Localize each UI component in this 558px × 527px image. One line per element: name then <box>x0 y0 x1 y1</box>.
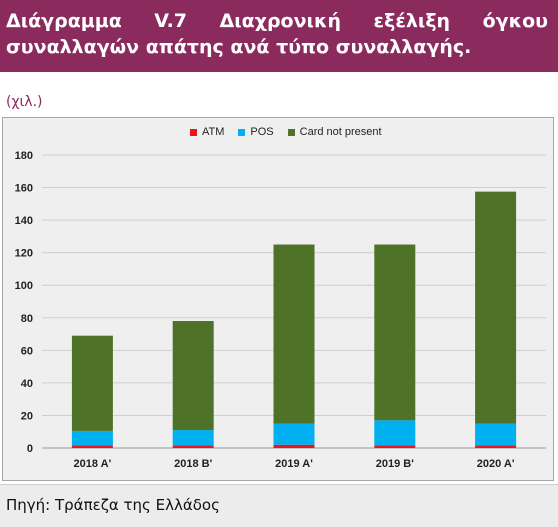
source-footer: Πηγή: Τράπεζα της Ελλάδος <box>0 484 558 527</box>
unit-label: (χιλ.) <box>6 94 43 110</box>
x-axis-ticks: 2018 Α' 2018 Β' 2019 Α' 2019 Β' 2020 Α' <box>74 458 515 470</box>
legend-swatch-pos <box>238 128 246 136</box>
bar-segment-pos <box>273 423 315 445</box>
y-tick-label: 60 <box>21 345 33 357</box>
bar-segment-card-not-present <box>374 244 416 421</box>
bar-segment-card-not-present <box>71 335 113 431</box>
bar-segment-atm <box>475 445 517 448</box>
chart-bars <box>71 191 517 448</box>
legend-item-card-not-present: Card not present <box>287 126 382 138</box>
bar-segment-pos <box>71 430 113 446</box>
bar-segment-pos <box>172 430 214 446</box>
y-tick-label: 120 <box>15 248 33 260</box>
legend-item-atm: ATM <box>190 126 224 138</box>
x-tick-label: 2018 Β' <box>174 458 212 470</box>
y-tick-label: 40 <box>21 378 33 390</box>
y-tick-label: 100 <box>15 280 33 292</box>
source-text: Πηγή: Τράπεζα της Ελλάδος <box>6 496 220 514</box>
y-tick-label: 20 <box>21 410 33 422</box>
y-tick-label: 140 <box>15 215 33 227</box>
chart-legend: ATM POS Card not present <box>190 125 382 139</box>
x-tick-label: 2019 Α' <box>275 458 313 470</box>
bar-segment-atm <box>273 444 315 448</box>
bar-segment-pos <box>475 423 517 446</box>
bar-segment-card-not-present <box>172 321 214 431</box>
y-tick-label: 80 <box>21 313 33 325</box>
legend-swatch-atm <box>190 128 197 136</box>
bar-segment-card-not-present <box>273 244 315 424</box>
legend-label-card-not-present: Card not present <box>299 126 382 138</box>
legend-item-pos: POS <box>238 126 274 138</box>
y-tick-label: 0 <box>27 443 33 455</box>
legend-label-atm: ATM <box>202 126 225 138</box>
y-tick-label: 180 <box>15 150 33 162</box>
chart-header: Διάγραμμα V.7 Διαχρονική εξέλιξη όγκου σ… <box>0 0 558 72</box>
bar-segment-atm <box>374 445 416 448</box>
y-axis-ticks: 0 20 40 60 80 100 120 140 160 180 <box>15 150 33 455</box>
bar-segment-atm <box>172 445 214 448</box>
legend-label-pos: POS <box>250 126 274 138</box>
x-tick-label: 2019 Β' <box>376 458 414 470</box>
bar-segment-atm <box>71 445 113 448</box>
x-tick-label: 2018 Α' <box>74 458 112 470</box>
bar-segment-card-not-present <box>475 191 517 424</box>
legend-swatch-card-not-present <box>287 128 295 136</box>
y-tick-label: 160 <box>15 183 33 195</box>
chart-title: Διάγραμμα V.7 Διαχρονική εξέλιξη όγκου σ… <box>6 10 548 58</box>
bar-segment-pos <box>374 420 416 446</box>
x-tick-label: 2020 Α' <box>477 458 515 470</box>
